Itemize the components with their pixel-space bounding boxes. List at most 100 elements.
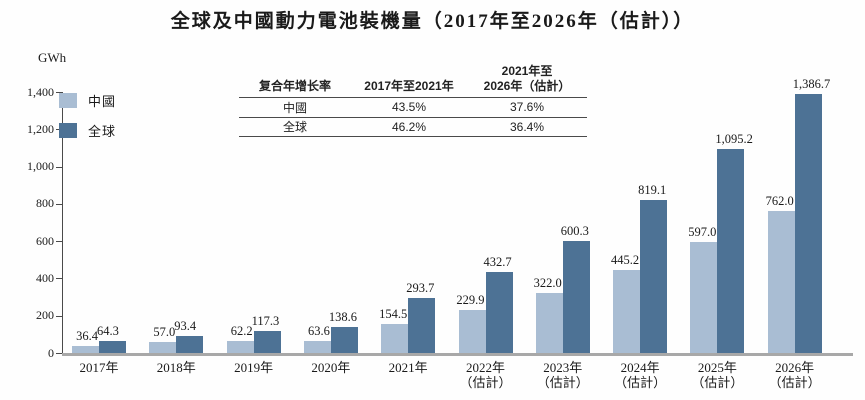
cagr-table-row-global: 全球 46.2% 36.4%	[239, 118, 587, 137]
x-axis-label-2019年: 2019年	[199, 360, 309, 375]
bar-china-2018年	[149, 342, 177, 353]
x-axis-label-year: 2019年	[234, 360, 274, 375]
x-axis-label-2022年: 2022年 （估計）	[431, 360, 541, 390]
bar-value-global-2024年: 819.1	[638, 183, 667, 198]
bar-china-2026年	[767, 210, 795, 353]
bar-value-china-2022年: 229.9	[456, 293, 485, 308]
bar-value-china-2025年: 597.0	[688, 224, 717, 239]
cagr-row-label: 中國	[282, 100, 307, 115]
bar-china-2022年	[458, 310, 486, 353]
cagr-value-2021-2026: 36.4%	[509, 119, 545, 134]
x-axis-label-year: 2017年	[79, 360, 119, 375]
bar-global-2023年	[562, 241, 590, 353]
bar-china-2025年	[690, 241, 718, 353]
y-axis-tick-800	[56, 203, 62, 205]
bar-value-china-2018年: 57.0	[153, 325, 176, 340]
x-axis-label-estimate-note: （估計）	[614, 375, 667, 390]
y-axis-tick-label-0: 0	[48, 345, 54, 360]
x-axis-label-2020年: 2020年	[276, 360, 386, 375]
x-axis-label-2026年: 2026年 （估計）	[740, 360, 850, 390]
cagr-row-label: 全球	[282, 120, 307, 135]
chart-title: 全球及中國動力電池裝機量（2017年至2026年（估計））	[170, 11, 695, 32]
bar-china-2021年	[381, 324, 409, 353]
bar-global-2025年	[717, 148, 745, 353]
bar-value-china-2020年: 63.6	[308, 324, 330, 339]
legend-swatch-china	[59, 92, 77, 108]
x-axis-label-estimate-note: （估計）	[536, 375, 589, 390]
y-axis-tick-1000	[56, 166, 62, 168]
bar-value-global-2021年: 293.7	[406, 281, 435, 296]
y-axis-tick-label-600: 600	[36, 233, 54, 248]
legend-swatch-global	[59, 122, 77, 138]
legend-label-global: 全球	[88, 123, 117, 139]
bar-value-china-2024年: 445.2	[610, 253, 640, 267]
bar-global-2017年	[99, 341, 126, 353]
x-axis-label-year: 2026年	[775, 360, 815, 375]
y-axis-tick-label-200: 200	[36, 308, 54, 323]
bar-global-2021年	[408, 298, 436, 353]
cagr-value-2017-2021: 43.5%	[391, 100, 427, 115]
cagr-table-header-metric: 复合年增长率	[258, 79, 331, 93]
bar-value-china-2017年: 36.4	[76, 329, 98, 344]
bar-global-2019年	[253, 331, 281, 353]
bar-value-global-2025年: 1,095.2	[715, 131, 753, 146]
legend: 中國 全球	[59, 92, 116, 152]
bar-value-global-2020年: 138.6	[328, 310, 358, 325]
bar-china-2024年	[613, 270, 641, 353]
x-axis-label-estimate-note: （估計）	[768, 375, 821, 390]
cagr-value-2017-2021: 46.2%	[391, 119, 427, 134]
cagr-table-header: 复合年增长率 2017年至2021年 2021年至 2026年（估計）	[239, 64, 587, 98]
x-axis-label-2021年: 2021年	[353, 360, 463, 375]
x-axis-label-2024年: 2024年 （估計）	[585, 360, 695, 390]
x-axis-line	[62, 353, 853, 356]
cagr-value-2021-2026: 37.6%	[509, 100, 545, 115]
cagr-table: 复合年增长率 2017年至2021年 2021年至 2026年（估計） 中國 4…	[239, 64, 587, 137]
x-axis-label-year: 2021年	[388, 360, 428, 375]
y-axis-line	[62, 92, 63, 354]
bar-value-global-2017年: 64.3	[97, 324, 119, 338]
y-axis-tick-label-1400: 1,400	[27, 84, 54, 99]
cagr-table-header-period-2021-2026: 2021年至 2026年（估計）	[483, 64, 571, 93]
bar-china-2017年	[72, 346, 99, 353]
bar-value-china-2019年: 62.2	[230, 324, 253, 339]
legend-item-global: 全球	[59, 122, 117, 139]
y-axis-tick-label-400: 400	[36, 270, 54, 285]
bar-global-2022年	[485, 272, 513, 353]
legend-item-china: 中國	[59, 92, 117, 109]
x-axis-label-year: 2022年	[465, 360, 505, 375]
y-axis-tick-label-800: 800	[36, 196, 54, 211]
y-axis-tick-label-1000: 1,000	[27, 159, 54, 174]
y-axis-unit-label: GWh	[38, 50, 67, 65]
y-axis-tick-400	[56, 278, 62, 280]
cagr-table-row-china: 中國 43.5% 37.6%	[239, 98, 587, 118]
bar-china-2020年	[303, 341, 331, 353]
x-axis-label-estimate-note: （估計）	[691, 375, 744, 390]
bar-china-2023年	[535, 292, 563, 353]
bar-global-2018年	[176, 335, 204, 353]
x-axis-label-estimate-note: （估計）	[459, 375, 512, 390]
bar-value-china-2026年: 762.0	[765, 193, 794, 208]
bar-value-china-2023年: 322.0	[533, 275, 562, 290]
legend-label-china: 中國	[88, 93, 117, 109]
y-axis-tick-label-1200: 1,200	[27, 121, 54, 136]
bar-global-2026年	[794, 94, 822, 353]
y-axis-tick-600	[56, 241, 62, 243]
bar-value-china-2021年: 154.5	[379, 307, 408, 322]
x-axis-label-year: 2024年	[620, 360, 660, 375]
bar-value-global-2018年: 93.4	[174, 318, 197, 333]
bar-global-2024年	[640, 200, 668, 353]
x-axis-label-year: 2018年	[156, 360, 196, 375]
bar-value-global-2022年: 432.7	[483, 255, 512, 270]
bar-china-2019年	[226, 341, 254, 353]
x-axis-label-year: 2020年	[311, 360, 351, 375]
x-axis-label-2023年: 2023年 （估計）	[508, 360, 618, 390]
x-axis-label-year: 2025年	[697, 360, 737, 375]
x-axis-label-2018年: 2018年	[121, 360, 231, 375]
x-axis-label-2025年: 2025年 （估計）	[662, 360, 772, 390]
y-axis-tick-200	[56, 315, 62, 317]
x-axis-label-year: 2023年	[543, 360, 583, 375]
x-axis-label-2017年: 2017年	[44, 360, 154, 375]
bar-value-global-2019年: 117.3	[251, 314, 280, 329]
cagr-table-header-period-2017-2021: 2017年至2021年	[364, 79, 454, 93]
